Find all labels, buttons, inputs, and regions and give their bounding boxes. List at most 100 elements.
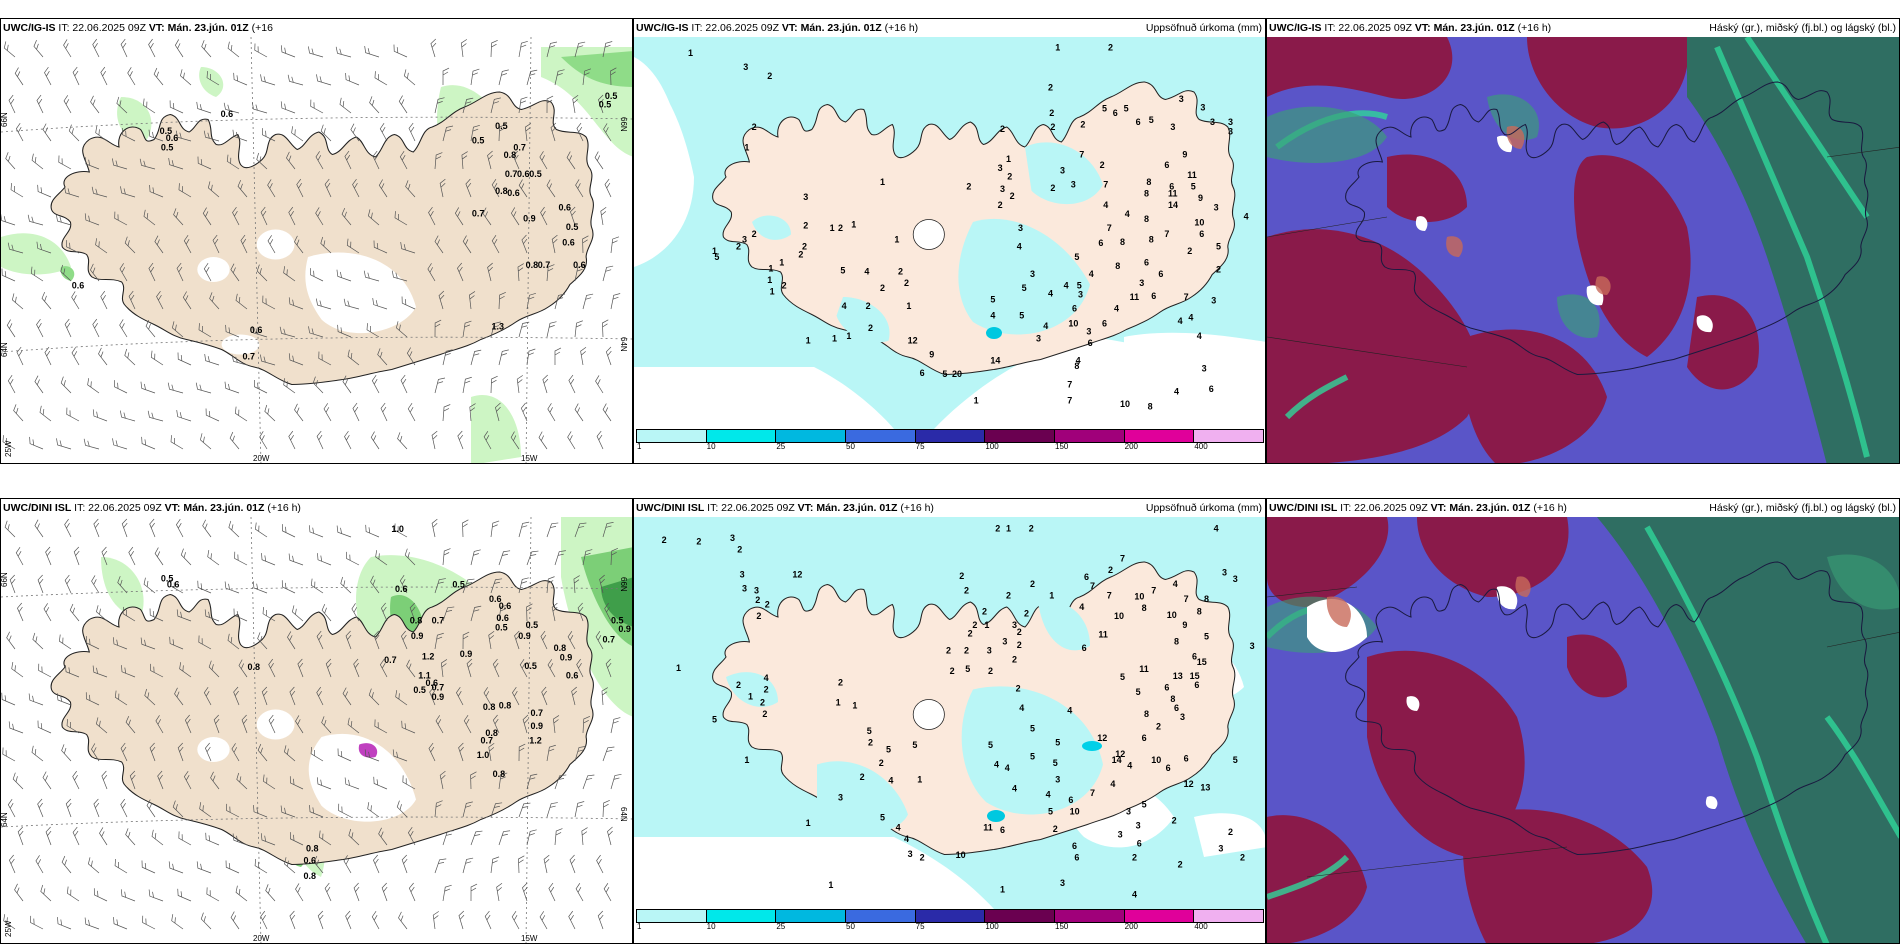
wind-barb — [518, 40, 528, 58]
precip-amount-label: 2 — [1187, 246, 1192, 256]
wind-barb — [483, 431, 492, 450]
model-name: UWC/DINI ISL — [3, 502, 72, 514]
wind-barb — [399, 575, 408, 594]
precip-label: 0.9 — [518, 631, 531, 641]
wind-barb — [149, 608, 164, 622]
precip-amount-label: 2 — [798, 249, 803, 259]
wind-barb — [84, 917, 100, 930]
wind-barb — [548, 882, 556, 902]
wind-barb — [197, 580, 212, 594]
precip-amount-label: 2 — [904, 278, 909, 288]
wind-barb — [379, 123, 388, 142]
wind-barb — [87, 378, 100, 394]
precip-amount-label: 4 — [1125, 209, 1130, 219]
wind-barb — [368, 688, 380, 706]
wind-barb — [167, 382, 184, 394]
lat-label-66-right: 66N — [619, 577, 628, 592]
wind-barb — [498, 349, 509, 366]
wind-barb — [40, 884, 52, 902]
wind-barb — [602, 522, 614, 538]
precip-label: 0.9 — [530, 721, 543, 731]
wind-barb — [567, 431, 576, 450]
wind-barb — [34, 519, 44, 538]
precip-amount-label: 5 — [1019, 310, 1024, 320]
precip-amount-label: 2 — [1132, 853, 1137, 863]
precip-amount-label: 2 — [868, 738, 873, 748]
wind-barb — [310, 746, 324, 762]
wind-barb — [442, 548, 451, 566]
wind-barb — [542, 374, 549, 394]
wind-barb — [61, 855, 72, 874]
precip-max-spot — [987, 810, 1005, 822]
wind-barb — [498, 772, 508, 790]
wind-barb — [380, 602, 388, 622]
precip-amount-label: 3 — [1180, 712, 1185, 722]
wind-barb — [176, 409, 192, 422]
precip-label: 0.5 — [599, 99, 612, 109]
wind-barb — [442, 884, 452, 902]
precip-amount-label: 7 — [1090, 581, 1095, 591]
wind-barb — [112, 158, 128, 170]
wind-barb — [283, 378, 296, 394]
lon-label-20: 20W — [253, 934, 270, 943]
wind-barb — [95, 717, 108, 734]
precip-amount-label: 3 — [1222, 567, 1227, 577]
graticule — [1267, 146, 1899, 368]
wind-barb — [602, 746, 615, 762]
wind-barb — [208, 660, 220, 678]
wind-barb — [265, 884, 276, 902]
wind-barb — [491, 235, 500, 254]
wind-barb — [65, 665, 80, 678]
wind-barb — [462, 376, 472, 394]
precip-amount-label: 4 — [1079, 602, 1084, 612]
precip-amount-label: 11 — [1139, 664, 1149, 674]
precip-amount-label: 2 — [946, 646, 951, 656]
precip-label: 0.6 — [496, 613, 509, 623]
precip-amount-label: 1 — [828, 880, 833, 890]
wind-precip-map: 0.60.50.50.50.50.60.50.50.70.80.7 0.6 0.50… — [1, 37, 632, 463]
wind-barb — [373, 240, 388, 254]
wind-barb — [224, 581, 240, 594]
precip-amount-label: 7 — [1164, 229, 1169, 239]
precip-label: 0.6 — [426, 678, 439, 688]
precip-amount-label: 2 — [1029, 524, 1034, 534]
wind-barb — [373, 854, 380, 874]
wind-barb — [404, 548, 416, 566]
wind-barb — [317, 553, 332, 566]
precip-amount-label: 4 — [1017, 241, 1022, 251]
wind-barb — [117, 576, 128, 594]
wind-barb — [168, 861, 184, 874]
wind-barb — [546, 95, 554, 114]
wind-barb — [2, 747, 16, 762]
precip-amount-label: 1 — [806, 336, 811, 346]
wind-barb — [1, 213, 16, 226]
precip-amount-label: 2 — [1048, 83, 1053, 93]
wind-barb — [546, 321, 557, 338]
wind-barb — [462, 320, 472, 338]
precip-amount-label: 3 — [1078, 290, 1083, 300]
map-area — [1267, 37, 1899, 463]
wind-barb — [406, 347, 416, 366]
wind-barb — [55, 214, 72, 226]
wind-barb — [510, 207, 520, 226]
wind-barb — [36, 241, 52, 254]
wind-barb — [458, 742, 464, 762]
precip-amount-label: 1 — [712, 246, 717, 256]
wind-barb — [346, 238, 360, 254]
wind-barb — [522, 714, 529, 734]
wind-barb — [15, 547, 24, 566]
colorbar-tick-label: 100 — [985, 922, 999, 931]
precip-amount-label: 5 — [1142, 800, 1147, 810]
wind-barb — [288, 297, 304, 310]
wind-barb — [42, 771, 52, 790]
wind-barb — [336, 525, 352, 538]
precip-label: 0.8 — [495, 186, 508, 196]
wind-barb — [526, 773, 538, 790]
wind-barb — [156, 290, 164, 310]
precip-amount-label: 6 — [1142, 733, 1147, 743]
precip-amount-label: 6 — [1164, 682, 1169, 692]
precip-amount-label: 5 — [1120, 672, 1125, 682]
precip-label: 0.5 — [524, 661, 537, 671]
precip-amount-label: 3 — [740, 570, 745, 580]
